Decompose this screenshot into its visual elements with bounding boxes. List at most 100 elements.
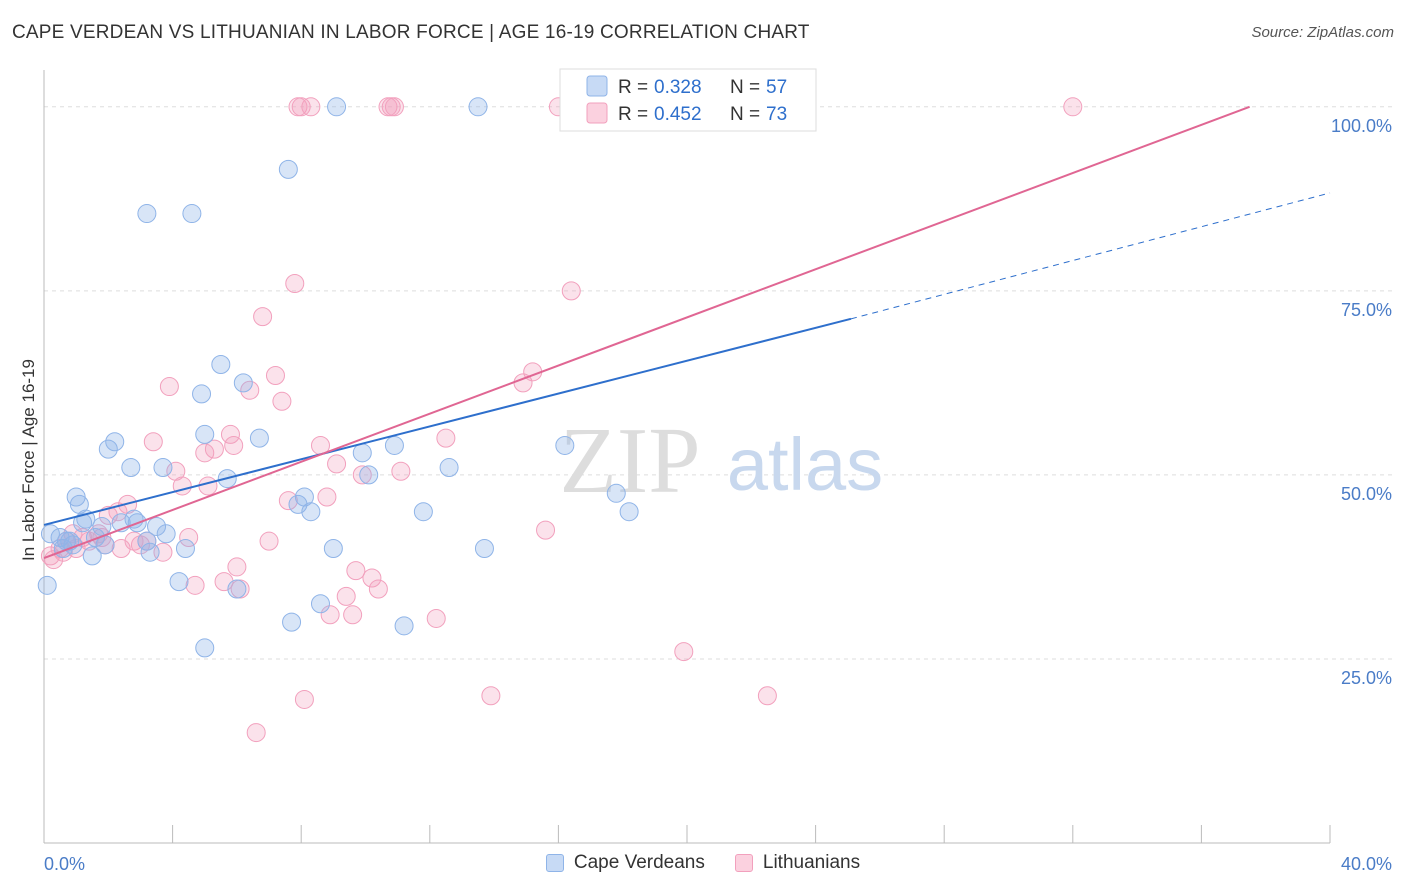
cape-verdean-point-25	[182, 204, 202, 224]
lithuanian-point-40	[278, 491, 298, 511]
legend-r-value-1: 0.328	[654, 77, 702, 98]
cape-verdean-point-33	[249, 428, 269, 448]
legend-r-value-2: 0.452	[654, 104, 702, 125]
lithuanian-point-50	[336, 586, 356, 606]
legend-item-lithuanians: Lithuanians	[734, 852, 861, 874]
cape-verdean-point-45	[394, 616, 414, 636]
legend-n-label-1: N =	[730, 77, 760, 98]
lithuanian-point-51	[343, 605, 363, 625]
cape-verdean-point-20	[147, 516, 167, 536]
lithuanian-point-49	[327, 454, 347, 474]
cape-verdeans-points	[37, 97, 639, 658]
cape-verdean-point-17	[137, 531, 157, 551]
lithuanian-point-55	[368, 579, 388, 599]
lithuanian-point-69	[674, 642, 694, 662]
cape-verdean-trend-extension	[850, 192, 1331, 320]
lithuanian-point-72	[1063, 97, 1083, 117]
y-tick-label-0: 25.0%	[1341, 668, 1392, 688]
lithuanian-point-65	[536, 520, 556, 540]
cape-verdean-point-12	[98, 439, 118, 459]
cape-verdean-point-42	[352, 443, 372, 463]
cape-verdean-point-15	[121, 458, 141, 478]
lithuanian-point-38	[265, 366, 285, 386]
lithuanian-point-47	[317, 487, 337, 507]
watermark: ZIP atlas	[560, 409, 884, 513]
lithuanian-point-54	[362, 568, 382, 588]
lithuanian-trend-line	[43, 105, 1250, 560]
legend-n-value-2: 73	[766, 104, 787, 125]
y-tick-label-1: 50.0%	[1341, 484, 1392, 504]
cape-verdean-point-8	[82, 546, 102, 566]
cape-verdean-point-26	[192, 384, 212, 404]
cape-verdean-point-10	[92, 516, 112, 536]
lithuanians-points	[40, 97, 1083, 743]
cape-verdean-trend-line	[43, 317, 852, 526]
trend-lines	[43, 105, 1331, 560]
lithuanian-point-58	[384, 97, 404, 117]
lithuanian-point-53	[352, 465, 372, 485]
lithuanian-point-36	[253, 307, 273, 327]
lithuanian-point-71	[757, 686, 777, 706]
cape-verdean-point-32	[233, 373, 253, 393]
cape-verdean-point-56	[73, 513, 93, 533]
cape-verdean-point-50	[555, 435, 575, 455]
lithuanian-point-27	[198, 476, 218, 496]
cape-verdean-point-18	[137, 204, 157, 224]
x-tick-label-start: 0.0%	[44, 854, 85, 874]
cape-verdean-point-34	[278, 159, 298, 179]
cape-verdean-point-35	[282, 612, 302, 632]
cape-verdean-point-39	[310, 594, 330, 614]
lithuanian-point-62	[481, 686, 501, 706]
y-tick-label-2: 75.0%	[1341, 300, 1392, 320]
legend-item-cape-verdeans: Cape Verdeans	[545, 852, 705, 874]
cape-verdean-point-41	[327, 97, 347, 117]
lithuanian-point-19	[143, 432, 163, 452]
axes	[43, 70, 1331, 844]
lithuanian-point-30	[220, 424, 240, 444]
y-tick-label-3: 100.0%	[1331, 116, 1392, 136]
cape-verdean-point-22	[156, 524, 176, 544]
cape-verdean-point-29	[211, 354, 231, 374]
legend-box: R = 0.328 N = 57 R = 0.452 N = 73	[559, 68, 817, 132]
cape-verdean-point-9	[85, 527, 105, 547]
lithuanian-point-48	[320, 605, 340, 625]
cape-verdean-point-46	[413, 502, 433, 522]
cape-verdean-point-44	[384, 435, 404, 455]
legend-label-lithuanians: Lithuanians	[762, 852, 861, 873]
lithuanian-point-35	[246, 723, 266, 743]
cape-verdean-point-52	[619, 502, 639, 522]
lithuanian-point-28	[204, 439, 224, 459]
legend-n-label-2: N =	[730, 104, 760, 125]
cape-verdean-point-19	[140, 542, 160, 562]
lithuanian-point-24	[179, 527, 199, 547]
lithuanian-point-43	[291, 97, 311, 117]
legend-r-label-2: R =	[618, 104, 648, 125]
cape-verdean-point-28	[195, 638, 215, 658]
cape-verdean-point-38	[301, 502, 321, 522]
source-label: Source: ZipAtlas.com	[1251, 24, 1394, 41]
cape-verdean-point-40	[323, 539, 343, 559]
watermark-atlas: atlas	[727, 423, 883, 506]
cape-verdean-point-47	[439, 458, 459, 478]
cape-verdean-point-31	[227, 579, 247, 599]
cape-verdean-point-21	[153, 458, 173, 478]
lithuanian-point-52	[346, 561, 366, 581]
lithuanian-point-32	[227, 557, 247, 577]
cape-verdean-point-51	[606, 483, 626, 503]
lithuanian-point-59	[391, 461, 411, 481]
legend-swatch-cape-verdeans	[586, 75, 608, 97]
series-legend: Cape Verdeans Lithuanians	[0, 852, 1406, 874]
lithuanian-point-44	[294, 689, 314, 709]
legend-label-cape-verdeans: Cape Verdeans	[573, 852, 705, 873]
cape-verdean-point-49	[474, 539, 494, 559]
cape-verdean-point-13	[105, 432, 125, 452]
legend-r-label-1: R =	[618, 77, 648, 98]
lithuanian-point-45	[301, 97, 321, 117]
x-tick-label-end: 40.0%	[1341, 854, 1392, 874]
watermark-zip: ZIP	[560, 409, 701, 513]
lithuanian-point-61	[436, 428, 456, 448]
cape-verdean-point-23	[169, 572, 189, 592]
lithuanian-point-17	[130, 535, 150, 555]
lithuanian-point-67	[561, 281, 581, 301]
